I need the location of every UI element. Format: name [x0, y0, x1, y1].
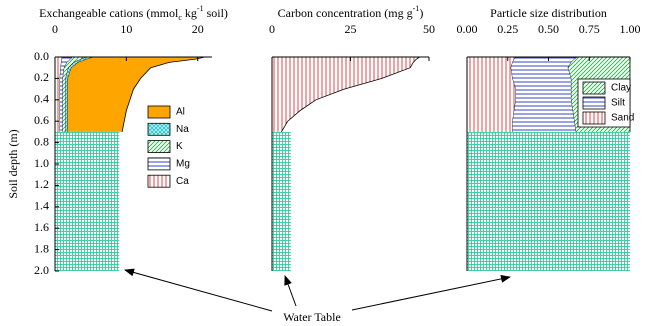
- area-fill: [67, 57, 205, 132]
- x-tick-label: 0.75: [579, 22, 600, 36]
- title-part: Carbon concentration (mg g: [278, 6, 413, 20]
- legend-swatch: [147, 174, 171, 188]
- legend-label: Na: [176, 124, 189, 135]
- x-tick-label: 10: [120, 22, 132, 36]
- y-tick-label: 2.0: [34, 263, 49, 277]
- title-part: soil): [204, 6, 228, 20]
- x-tick-label: 50: [423, 22, 435, 36]
- legend-swatch: [582, 111, 606, 125]
- chart-title: Particle size distribution: [490, 6, 607, 20]
- title-part: -1: [197, 4, 204, 13]
- arrow: [351, 274, 511, 311]
- x-tick-label: 0: [52, 22, 58, 36]
- annotation: Water Table: [283, 310, 341, 324]
- y-tick-label: 1.4: [34, 199, 49, 213]
- x-tick-label: 1.00: [620, 22, 641, 36]
- x-tick-label: 0.50: [538, 22, 559, 36]
- y-tick-label: 1.2: [34, 177, 49, 191]
- x-tick-label: 0.00: [457, 22, 478, 36]
- area-boundary: [281, 56, 420, 133]
- legend-label: Sand: [611, 113, 634, 124]
- legend-swatch: [147, 105, 171, 119]
- y-tick-label: 0.4: [34, 92, 49, 106]
- title-part: -1: [413, 4, 420, 13]
- x-tick-label: 25: [345, 22, 357, 36]
- area-fill: [511, 57, 578, 132]
- x-tick-label: 0: [269, 22, 275, 36]
- annotation-arrows: [124, 268, 511, 312]
- title-part: Exchangeable cations (mmol: [39, 6, 179, 20]
- panel: Particle size distribution 0.00 0.25 0.50 0.…: [457, 6, 641, 271]
- y-tick-label: 1.8: [34, 241, 49, 255]
- y-tick-label: 0.8: [34, 134, 49, 148]
- legend-label: Clay: [611, 83, 631, 94]
- y-axis-label: Soil depth (m): [6, 129, 20, 198]
- legend-label: Mg: [176, 159, 190, 170]
- x-tick-label: 20: [192, 22, 204, 36]
- area-boundary: [65, 56, 88, 132]
- legend-label: Ca: [176, 176, 189, 187]
- area-fill: [62, 57, 88, 132]
- title-part: kg: [182, 6, 197, 20]
- legend-label: Al: [176, 107, 185, 118]
- legend-swatch: [582, 96, 606, 110]
- title-part: Particle size distribution: [490, 6, 607, 20]
- y-tick-label: 0.0: [34, 49, 49, 63]
- area-fill: [272, 57, 420, 132]
- title-part: ): [419, 6, 423, 20]
- water-table: [272, 131, 291, 271]
- arrow: [124, 268, 273, 312]
- legend: Al Na K Mg Ca: [147, 105, 190, 188]
- water-table: [55, 131, 120, 271]
- panel: Carbon concentration (mg g-1)0 25 50: [269, 4, 435, 271]
- water-table: [467, 131, 630, 271]
- legend-swatch: [147, 140, 171, 154]
- area-boundary: [121, 56, 205, 132]
- arrow: [284, 275, 297, 307]
- area-fill: [55, 57, 63, 132]
- chart-title: Carbon concentration (mg g-1): [278, 4, 424, 19]
- area-fill: [467, 57, 516, 132]
- y-tick-label: 1.0: [34, 156, 49, 170]
- legend-swatch: [147, 122, 171, 136]
- panel: Exchangeable cations (mmolc kg-1 soil)0 1…: [6, 4, 228, 276]
- x-tick-label: 0.25: [497, 22, 518, 36]
- legend-swatch: [582, 81, 606, 95]
- chart-title: Exchangeable cations (mmolc kg-1 soil): [39, 4, 228, 22]
- legend-label: K: [176, 141, 183, 152]
- legend-swatch: [147, 157, 171, 171]
- y-tick-label: 0.2: [34, 70, 49, 84]
- title-part: c: [178, 13, 182, 22]
- legend-label: Silt: [611, 98, 625, 109]
- y-tick-label: 1.6: [34, 220, 49, 234]
- legend: Clay Silt Sand: [577, 78, 634, 128]
- y-tick-label: 0.6: [34, 113, 49, 127]
